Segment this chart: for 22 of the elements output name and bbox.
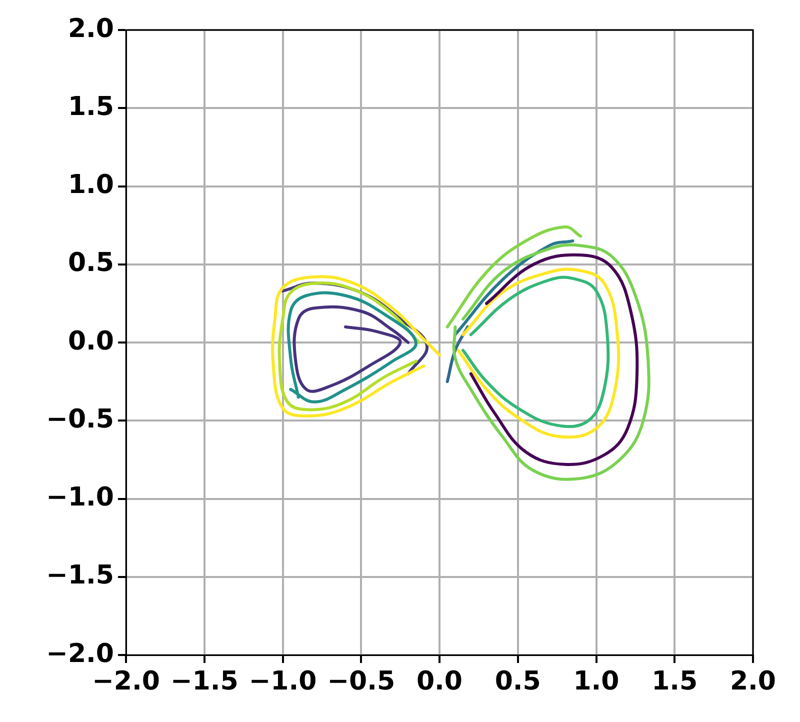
x-tick-label: 0.5 — [494, 666, 541, 696]
x-tick-label: −2.0 — [92, 666, 160, 696]
y-tick-label: 1.5 — [68, 92, 114, 122]
y-tick-label: −1.5 — [46, 560, 114, 591]
line-series — [278, 281, 421, 412]
y-tick-label: 2.0 — [68, 14, 114, 44]
x-tick-label: −0.5 — [327, 666, 396, 696]
x-tick-label: 1.5 — [652, 666, 698, 696]
y-tick-label: −2.0 — [46, 638, 114, 669]
y-tick-label: 0.5 — [68, 248, 114, 278]
line-series — [271, 275, 441, 418]
x-tick-label: −1.5 — [170, 666, 238, 696]
y-tick-label: −0.5 — [46, 404, 114, 434]
y-tick-label: 0.0 — [68, 326, 114, 356]
line-series — [446, 225, 582, 328]
y-tick-label: 1.0 — [68, 170, 114, 200]
x-tick-label: −1.0 — [248, 666, 317, 696]
x-tick-label: 1.0 — [573, 666, 620, 696]
line-series — [469, 253, 639, 466]
y-tick-label: −1.0 — [46, 482, 114, 512]
x-tick-label: 0.0 — [416, 666, 463, 696]
x-tick-label: 2.0 — [730, 666, 776, 696]
